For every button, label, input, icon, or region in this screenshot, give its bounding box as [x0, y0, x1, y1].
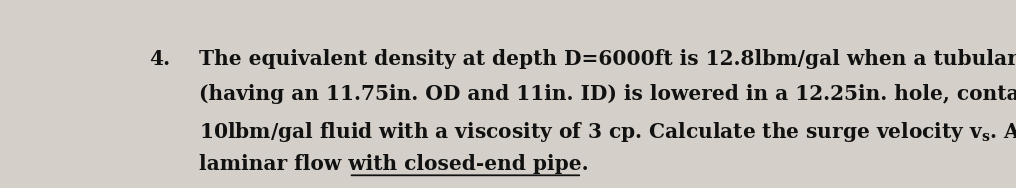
Text: 10lbm/gal fluid with a viscosity of 3 cp. Calculate the surge velocity v$_\mathr: 10lbm/gal fluid with a viscosity of 3 cp… — [199, 120, 1016, 144]
Text: laminar flow with closed-end pipe.: laminar flow with closed-end pipe. — [199, 154, 589, 174]
Text: The equivalent density at depth D=6000ft is 12.8lbm/gal when a tubular: The equivalent density at depth D=6000ft… — [199, 49, 1016, 69]
Text: 4.: 4. — [149, 49, 170, 69]
Text: laminar flow with closed-end pipe: laminar flow with closed-end pipe — [199, 154, 582, 174]
Text: (having an 11.75in. OD and 11in. ID) is lowered in a 12.25in. hole, containing: (having an 11.75in. OD and 11in. ID) is … — [199, 84, 1016, 104]
Text: laminar flow: laminar flow — [199, 154, 348, 174]
Text: laminar flow with closed-end pipe.: laminar flow with closed-end pipe. — [199, 154, 589, 174]
